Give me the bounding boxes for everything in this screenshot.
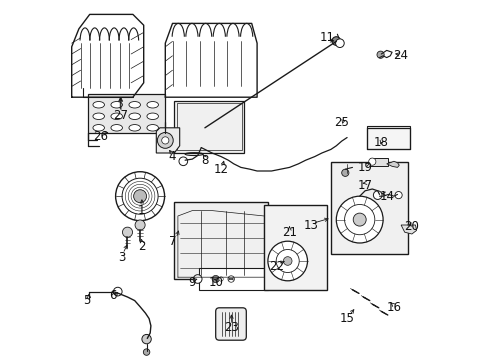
Circle shape xyxy=(122,178,158,214)
Circle shape xyxy=(142,334,151,344)
Text: 10: 10 xyxy=(208,276,223,289)
Ellipse shape xyxy=(146,113,158,120)
Text: 20: 20 xyxy=(404,220,419,233)
Polygon shape xyxy=(400,225,416,234)
Circle shape xyxy=(368,158,375,165)
Text: 7: 7 xyxy=(168,235,176,248)
Ellipse shape xyxy=(111,113,122,120)
Ellipse shape xyxy=(111,102,122,108)
Text: 16: 16 xyxy=(386,301,401,314)
Text: 6: 6 xyxy=(109,289,117,302)
Circle shape xyxy=(135,220,145,230)
Ellipse shape xyxy=(93,113,104,120)
Bar xyxy=(370,158,387,166)
Ellipse shape xyxy=(129,113,140,120)
Bar xyxy=(177,103,242,150)
Text: 21: 21 xyxy=(282,226,296,239)
Circle shape xyxy=(157,132,173,148)
Text: 25: 25 xyxy=(334,116,348,129)
Text: 13: 13 xyxy=(303,219,318,231)
Circle shape xyxy=(193,275,202,283)
Circle shape xyxy=(113,287,122,296)
Text: 9: 9 xyxy=(188,276,196,289)
Circle shape xyxy=(122,227,132,237)
Circle shape xyxy=(179,157,187,166)
Circle shape xyxy=(276,249,299,273)
Text: 17: 17 xyxy=(357,179,372,192)
Circle shape xyxy=(376,51,384,58)
Text: 23: 23 xyxy=(224,321,239,334)
Text: 22: 22 xyxy=(269,260,284,273)
Text: 3: 3 xyxy=(118,251,125,264)
FancyBboxPatch shape xyxy=(215,308,246,340)
Polygon shape xyxy=(386,161,399,167)
Circle shape xyxy=(133,190,146,203)
Ellipse shape xyxy=(93,102,104,108)
Text: 18: 18 xyxy=(373,136,388,149)
Bar xyxy=(174,202,267,279)
Circle shape xyxy=(335,39,344,48)
Text: 5: 5 xyxy=(83,294,91,307)
Bar xyxy=(366,126,409,149)
Circle shape xyxy=(344,204,374,235)
Circle shape xyxy=(115,172,164,221)
Text: 8: 8 xyxy=(201,154,208,167)
Circle shape xyxy=(219,277,223,281)
Bar xyxy=(264,205,326,290)
Circle shape xyxy=(212,275,219,283)
Ellipse shape xyxy=(146,102,158,108)
Bar xyxy=(330,162,407,254)
Text: 26: 26 xyxy=(93,130,108,143)
Text: 11: 11 xyxy=(319,31,334,44)
Ellipse shape xyxy=(129,102,140,108)
Circle shape xyxy=(373,191,381,199)
Circle shape xyxy=(283,257,291,265)
Circle shape xyxy=(162,137,168,144)
Circle shape xyxy=(267,241,307,281)
Ellipse shape xyxy=(93,125,104,131)
Circle shape xyxy=(336,196,382,243)
Bar xyxy=(88,94,165,133)
Text: 1: 1 xyxy=(138,204,145,217)
Text: 2: 2 xyxy=(138,240,145,253)
Text: 14: 14 xyxy=(378,190,393,203)
Ellipse shape xyxy=(129,125,140,131)
Ellipse shape xyxy=(111,125,122,131)
Polygon shape xyxy=(156,128,179,153)
Text: 4: 4 xyxy=(168,150,176,163)
Circle shape xyxy=(341,169,348,176)
Bar xyxy=(199,268,267,290)
Text: 24: 24 xyxy=(393,49,408,62)
Circle shape xyxy=(331,37,340,45)
Text: 27: 27 xyxy=(113,109,127,122)
Bar xyxy=(174,101,244,153)
Text: 15: 15 xyxy=(339,312,354,325)
Ellipse shape xyxy=(146,125,158,131)
Text: 12: 12 xyxy=(213,163,228,176)
Circle shape xyxy=(394,192,401,199)
Circle shape xyxy=(143,349,149,355)
Circle shape xyxy=(352,213,366,226)
Text: 19: 19 xyxy=(357,161,372,174)
